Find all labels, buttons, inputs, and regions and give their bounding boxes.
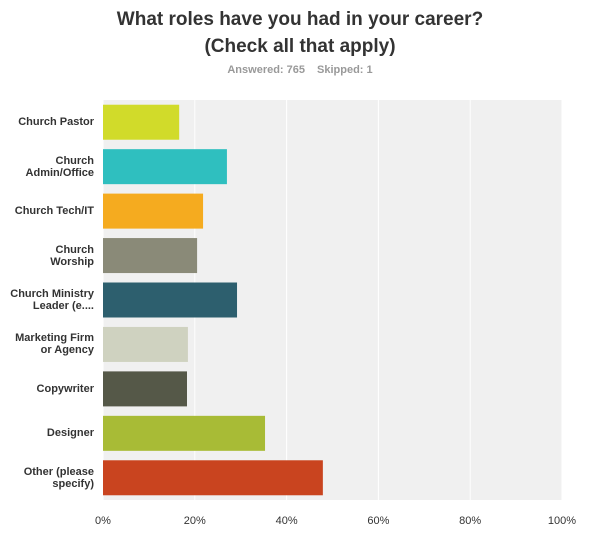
x-tick-label: 60% (367, 515, 389, 527)
y-tick-label: Designer (46, 427, 94, 440)
y-tick-label: Church Pastor (18, 116, 94, 129)
y-tick-label: Copywriter (36, 382, 94, 395)
bar (103, 193, 204, 229)
chart-title: What roles have you had in your career? … (116, 9, 484, 57)
bar (103, 282, 238, 318)
subtitle: Answered: 765 Skipped: 1 (0, 64, 600, 76)
y-tick-label: Church Admin/Office (25, 154, 94, 179)
bar (103, 460, 323, 496)
x-tick-label: 0% (95, 515, 111, 527)
x-tick-label: 40% (276, 515, 298, 527)
bar (103, 371, 187, 407)
y-tick-label: Church Tech/IT (14, 205, 94, 218)
skipped: Skipped: 1 (317, 64, 373, 76)
y-tick-label: Marketing Firm or Agency (15, 332, 94, 357)
x-tick-label: 80% (459, 515, 481, 527)
answered: Answered: 765 (227, 64, 306, 76)
bar (103, 415, 266, 451)
x-tick-label: 100% (548, 515, 576, 527)
bar (103, 326, 188, 362)
y-tick-label: Church Ministry Leader (e.... (10, 288, 94, 312)
y-tick-label: Other (please specify) (23, 465, 94, 490)
bar (103, 104, 180, 140)
bar (103, 149, 227, 185)
y-tick-label: Church Worship (50, 243, 94, 268)
x-tick-label: 20% (184, 515, 206, 527)
bar (103, 238, 198, 274)
